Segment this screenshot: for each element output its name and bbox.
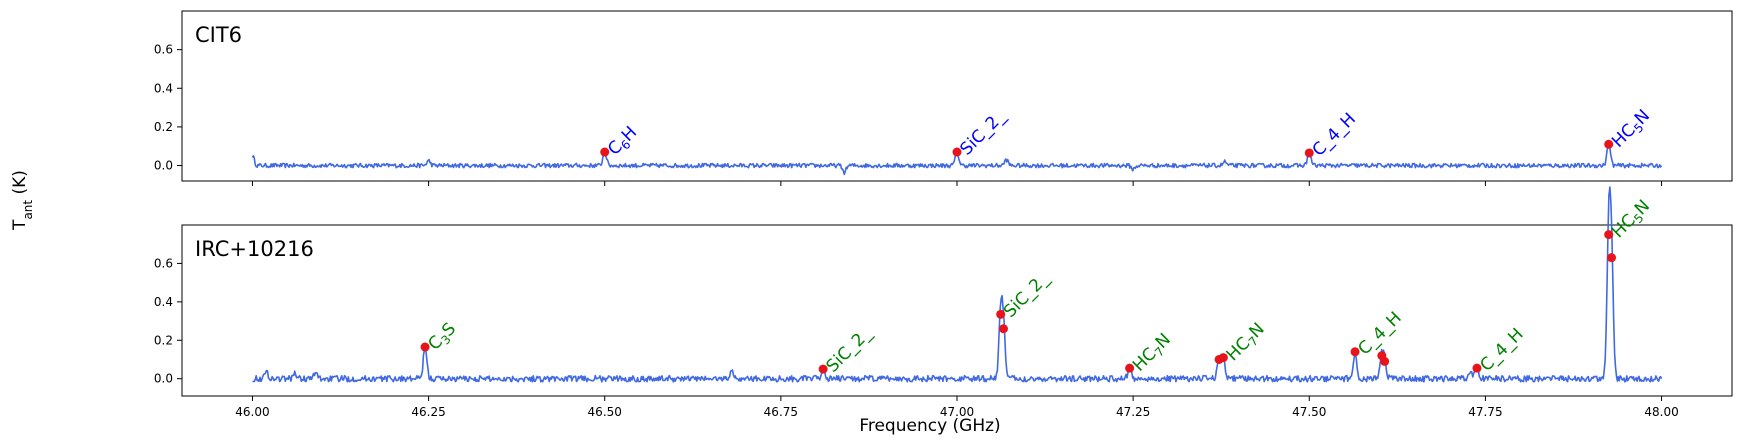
- y-axis-title-main: T: [10, 219, 30, 231]
- peak-marker: [999, 324, 1008, 334]
- y-tick-label: 0.4: [154, 295, 173, 309]
- y-tick-label: 0.6: [154, 43, 173, 57]
- panel-title: IRC+10216: [195, 237, 314, 261]
- peak-label: HC5N: [1608, 106, 1655, 153]
- y-tick-label: 0.0: [154, 372, 173, 386]
- y-tick-label: 0.2: [154, 333, 173, 347]
- peak-label: SiC_2_: [823, 323, 877, 377]
- peak-label: C_4_H: [1309, 109, 1360, 160]
- peak-label: SiC_2_: [956, 106, 1010, 160]
- peak-marker: [1604, 230, 1614, 240]
- peak-marker: [1350, 347, 1360, 357]
- y-tick-label: 0.4: [154, 81, 173, 95]
- x-tick-label: 47.75: [1468, 405, 1502, 419]
- y-tick-label: 0.2: [154, 120, 173, 134]
- x-tick-label: 47.00: [940, 405, 974, 419]
- y-tick-label: 0.0: [154, 159, 173, 173]
- panel-title: CIT6: [195, 23, 242, 47]
- peak-marker: [1607, 253, 1617, 263]
- peak-label: SiC_2_: [1000, 268, 1054, 322]
- peak-marker: [1125, 363, 1135, 373]
- y-axis-title-subscript: ant: [21, 200, 35, 220]
- peak-label: HC5N: [1608, 196, 1655, 243]
- x-tick-label: 46.75: [764, 405, 798, 419]
- plot-frame: [181, 224, 1733, 397]
- peak-label: C3S: [424, 319, 461, 356]
- x-tick-label: 46.50: [588, 405, 622, 419]
- peak-marker: [1604, 139, 1614, 149]
- peak-marker: [1472, 363, 1482, 373]
- x-tick-label: 47.25: [1116, 405, 1150, 419]
- peak-marker: [600, 147, 610, 157]
- spectrum-series: [252, 186, 1663, 383]
- peak-label: HC7N: [1129, 330, 1176, 377]
- peak-marker: [1218, 353, 1228, 363]
- x-tick-label: 46.25: [411, 405, 445, 419]
- peak-label: C_4_H: [1476, 324, 1527, 375]
- x-axis-title: Frequency (GHz): [859, 416, 1000, 436]
- peak-marker: [1304, 148, 1314, 158]
- peak-label: HC7N: [1223, 319, 1270, 366]
- y-tick-label: 0.6: [154, 256, 173, 270]
- peak-marker: [952, 147, 962, 157]
- x-tick-label: 48.00: [1644, 405, 1678, 419]
- peak-marker: [1380, 356, 1390, 366]
- cit6-panel: 0.0 0.2 0.4 0.6 C6H SiC_2_ C_4_H HC5N CIT6: [154, 10, 1733, 186]
- y-axis-title-unit: (K): [10, 170, 30, 200]
- peak-marker: [818, 364, 828, 374]
- x-tick-label: 46.00: [235, 405, 269, 419]
- peak-label: C6H: [604, 123, 642, 161]
- peak-marker: [420, 342, 430, 352]
- y-axis-title: Tant (K): [10, 170, 35, 231]
- x-tick-label: 47.50: [1292, 405, 1326, 419]
- peak-marker: [996, 309, 1006, 319]
- irc10216-panel: 0.0 0.2 0.4 0.6 46.00 46.25 46.50 46.75 47.00 47.…: [154, 186, 1733, 419]
